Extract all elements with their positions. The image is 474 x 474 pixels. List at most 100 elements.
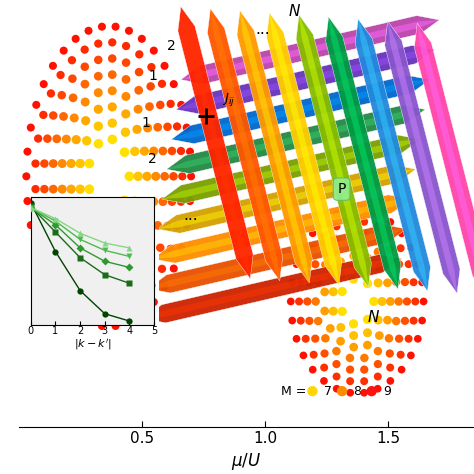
Point — [122, 269, 130, 277]
Point — [177, 147, 185, 155]
Point — [375, 264, 383, 271]
Point — [156, 101, 164, 109]
Point — [60, 232, 67, 240]
Point — [378, 298, 386, 305]
Point — [337, 258, 344, 265]
Point — [138, 310, 146, 318]
Polygon shape — [176, 46, 435, 114]
Point — [112, 322, 119, 330]
Point — [57, 274, 64, 282]
Text: $10^2 kT/U =$: $10^2 kT/U =$ — [44, 203, 104, 220]
Polygon shape — [162, 139, 420, 199]
Text: 1: 1 — [62, 230, 70, 243]
Point — [314, 317, 322, 325]
Point — [150, 47, 157, 55]
Point — [122, 59, 130, 66]
Point — [76, 185, 84, 193]
Text: ...: ... — [183, 208, 198, 223]
Point — [58, 254, 65, 261]
Point — [401, 317, 409, 325]
Point — [146, 242, 153, 250]
Point — [27, 124, 35, 131]
Point — [321, 261, 329, 268]
Point — [82, 247, 89, 255]
Point — [83, 208, 91, 216]
Point — [320, 377, 328, 385]
Point — [395, 335, 403, 343]
Text: 1: 1 — [142, 116, 151, 130]
Polygon shape — [388, 21, 457, 293]
Point — [131, 198, 138, 205]
Point — [395, 260, 403, 268]
Point — [39, 234, 47, 242]
Point — [311, 335, 319, 343]
Polygon shape — [167, 109, 425, 169]
Point — [310, 245, 318, 252]
Point — [410, 317, 418, 325]
Point — [49, 283, 57, 291]
Point — [206, 387, 213, 395]
Point — [364, 316, 371, 323]
Point — [321, 246, 328, 253]
Point — [398, 366, 405, 374]
Point — [395, 298, 402, 305]
Point — [24, 197, 31, 205]
Point — [82, 117, 90, 125]
Point — [81, 80, 89, 88]
Point — [350, 275, 357, 283]
Point — [109, 258, 116, 266]
Point — [134, 240, 142, 247]
Point — [173, 222, 181, 230]
Point — [186, 197, 194, 205]
Point — [364, 254, 371, 262]
Text: $N$: $N$ — [366, 309, 380, 325]
Point — [34, 135, 42, 142]
Polygon shape — [153, 195, 411, 263]
Point — [321, 350, 328, 357]
Text: 7: 7 — [62, 280, 70, 293]
Point — [95, 205, 102, 213]
Point — [147, 82, 155, 90]
Point — [95, 140, 102, 147]
Point — [67, 185, 75, 193]
Point — [360, 366, 368, 374]
Point — [161, 173, 168, 180]
Point — [374, 385, 382, 392]
Point — [81, 265, 89, 273]
Point — [385, 335, 393, 342]
Text: 1: 1 — [148, 69, 157, 83]
Polygon shape — [157, 165, 416, 233]
Point — [122, 217, 129, 224]
Point — [122, 110, 129, 118]
Point — [303, 298, 311, 305]
Point — [32, 185, 39, 193]
Point — [23, 173, 30, 180]
Point — [407, 352, 415, 359]
Point — [134, 105, 142, 113]
Point — [361, 354, 368, 362]
Point — [173, 123, 181, 130]
Point — [60, 113, 67, 120]
Point — [333, 248, 340, 255]
Point — [122, 76, 130, 83]
Point — [161, 283, 168, 291]
Point — [338, 308, 346, 315]
Point — [177, 101, 185, 109]
Point — [167, 100, 174, 108]
Text: 8: 8 — [354, 384, 361, 398]
Polygon shape — [172, 80, 430, 139]
Point — [49, 62, 57, 70]
Point — [150, 198, 157, 205]
Point — [333, 210, 340, 218]
Point — [346, 389, 354, 397]
Point — [314, 278, 322, 286]
Point — [320, 232, 328, 239]
Point — [121, 148, 128, 156]
Point — [69, 75, 76, 82]
Point — [53, 135, 61, 143]
Polygon shape — [208, 9, 283, 281]
Point — [122, 42, 130, 50]
Point — [159, 147, 167, 155]
Point — [71, 231, 78, 238]
Point — [414, 260, 422, 268]
